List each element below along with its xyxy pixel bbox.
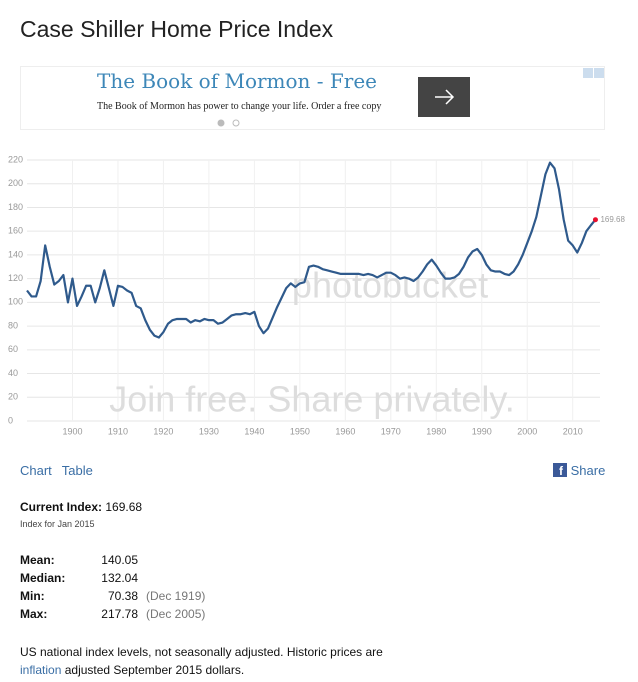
y-tick-label: 60: [8, 344, 18, 354]
ad-button[interactable]: [418, 77, 470, 117]
x-tick-label: 1900: [62, 426, 82, 436]
tab[interactable]: Table: [61, 463, 93, 478]
y-tick-label: 40: [8, 368, 18, 378]
stat-label: Mean:: [20, 553, 55, 567]
tab[interactable]: Chart: [20, 463, 52, 478]
stat-row: Max: 217.78 (Dec 2005): [20, 607, 205, 625]
y-tick-label: 200: [8, 178, 23, 188]
stat-note: (Dec 1919): [146, 589, 206, 603]
stat-value: 140.05: [101, 553, 138, 567]
watermark: Join free. Share privately.: [109, 379, 515, 420]
y-tick-label: 20: [8, 392, 18, 402]
current-value: 169.68: [105, 500, 143, 514]
footnote-link[interactable]: inflation: [20, 663, 62, 677]
footnote-text: adjusted September 2015 dollars.: [64, 663, 245, 677]
arrow-icon: [435, 89, 455, 105]
y-tick-label: 80: [8, 320, 18, 330]
x-tick-label: 1950: [290, 426, 310, 436]
ad-banner[interactable]: The Book of Mormon - Free The Book of Mo…: [20, 66, 605, 130]
x-tick-label: 2000: [517, 426, 537, 436]
facebook-icon: f: [553, 463, 567, 478]
ad-choices[interactable]: [583, 68, 605, 78]
svg-text:f: f: [559, 464, 564, 477]
footnote-text: US national index levels, not seasonally…: [20, 645, 383, 659]
ad-text: The Book of Mormon has power to change y…: [97, 101, 382, 112]
current-index: Current Index: 169.68: [20, 500, 205, 514]
y-tick-label: 220: [8, 154, 23, 164]
end-value-label: 169.68: [600, 215, 625, 224]
stat-label: Max:: [20, 607, 48, 621]
x-tick-label: 1910: [108, 426, 128, 436]
y-tick-label: 120: [8, 273, 23, 283]
stat-value: 217.78: [101, 607, 138, 621]
stat-row: Median: 132.04: [20, 571, 205, 589]
stat-label: Median:: [20, 571, 66, 585]
y-tick-label: 0: [8, 415, 13, 425]
share-button[interactable]: f Share: [553, 463, 605, 478]
x-tick-label: 1970: [381, 426, 401, 436]
carousel-dots[interactable]: [215, 117, 245, 129]
line-series: [26, 161, 597, 339]
stat-note: (Dec 2005): [146, 607, 206, 621]
x-tick-label: 1920: [153, 426, 173, 436]
stat-rows: Mean: 140.05 Median: 132.04 Min: 70.38 (Dec 19…: [20, 553, 205, 625]
footnote: US national index levels, not seasonally…: [20, 643, 420, 679]
x-tick-label: 1940: [244, 426, 264, 436]
end-marker: [592, 217, 598, 223]
stat-row: Min: 70.38 (Dec 1919): [20, 589, 205, 607]
y-tick-label: 180: [8, 202, 23, 212]
current-label: Current Index:: [20, 500, 103, 514]
tabs: Chart Table: [20, 463, 103, 478]
x-tick-label: 2010: [563, 426, 583, 436]
x-tick-label: 1980: [426, 426, 446, 436]
y-tick-label: 160: [8, 226, 23, 236]
current-note: Index for Jan 2015: [20, 519, 95, 529]
y-tick-label: 100: [8, 297, 23, 307]
ad-headline[interactable]: The Book of Mormon - Free: [97, 69, 378, 93]
chart: 0 20 40 60 80 100 120 140 160 180 200 220 1900 1910 19…: [8, 154, 625, 436]
page-title: Case Shiller Home Price Index: [20, 16, 334, 42]
stats: Current Index: 169.68 Index for Jan 2015…: [20, 500, 205, 625]
x-tick-label: 1990: [472, 426, 492, 436]
share-label[interactable]: Share: [570, 463, 606, 478]
stat-row: Mean: 140.05: [20, 553, 205, 571]
stat-value: 70.38: [107, 589, 138, 603]
x-tick-label: 1930: [199, 426, 219, 436]
x-tick-label: 1960: [335, 426, 355, 436]
y-tick-label: 140: [8, 249, 23, 259]
watermark: photobucket: [292, 265, 488, 306]
stat-value: 132.04: [101, 571, 138, 585]
stat-label: Min:: [20, 589, 45, 603]
